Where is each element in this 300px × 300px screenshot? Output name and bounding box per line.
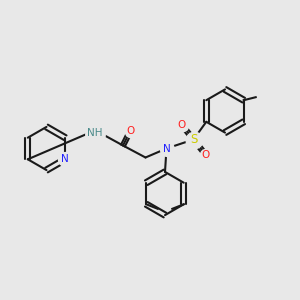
Text: O: O: [126, 125, 135, 136]
Text: S: S: [190, 133, 197, 146]
Text: N: N: [61, 154, 69, 164]
Text: O: O: [201, 149, 210, 160]
Text: NH: NH: [87, 128, 102, 139]
Text: O: O: [177, 119, 186, 130]
Text: N: N: [163, 143, 170, 154]
